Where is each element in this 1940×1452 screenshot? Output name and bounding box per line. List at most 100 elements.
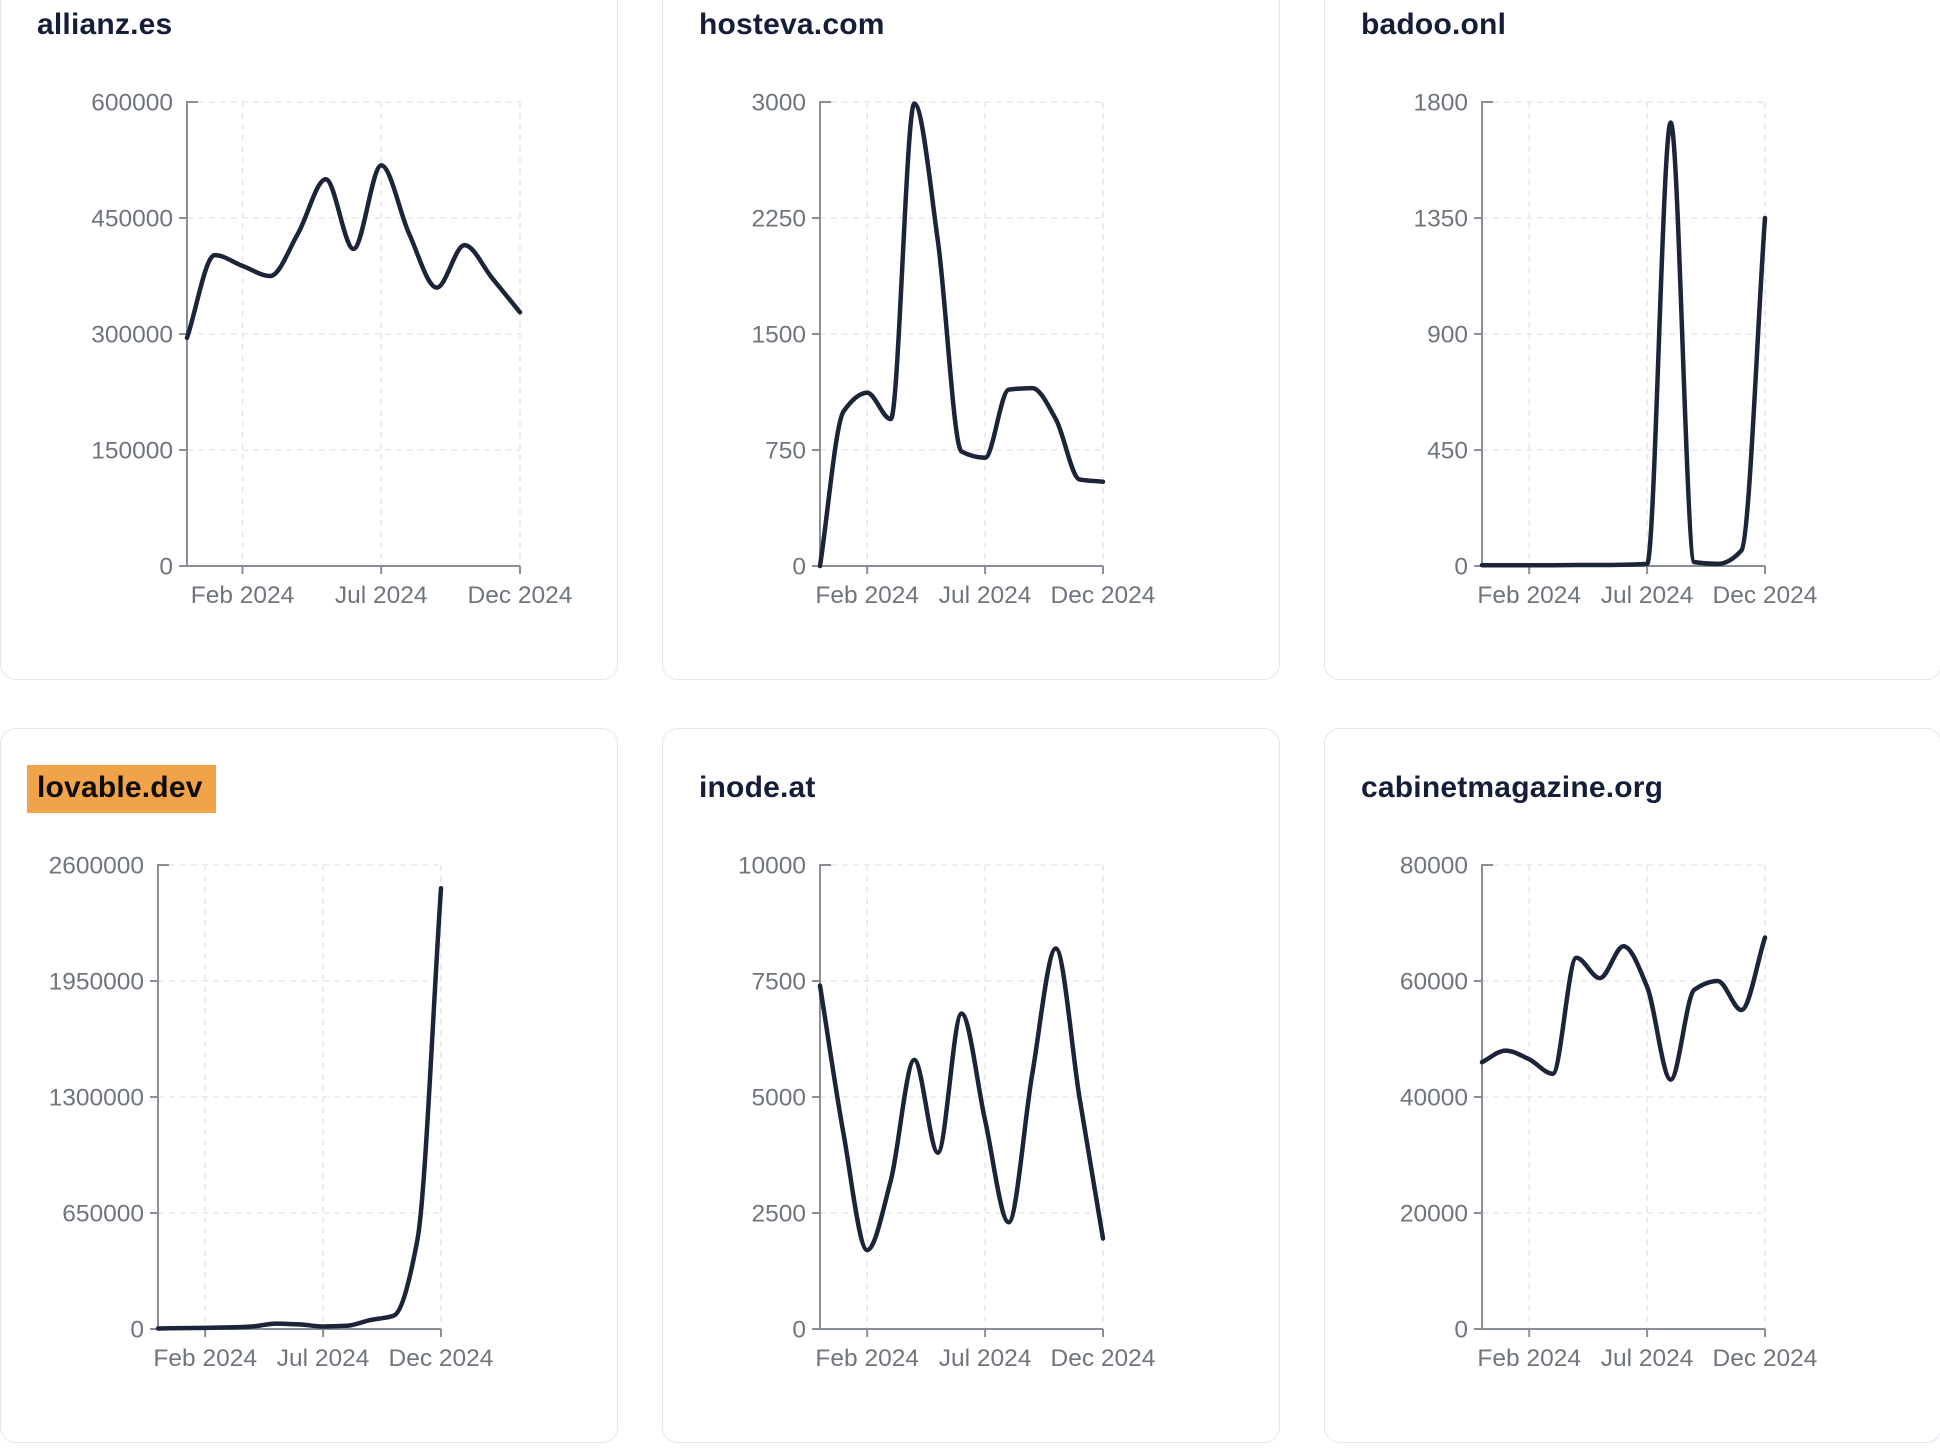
- svg-text:20000: 20000: [1400, 1201, 1468, 1228]
- domain-title: inode.at: [699, 771, 816, 805]
- svg-text:5000: 5000: [751, 1085, 806, 1112]
- svg-text:650000: 650000: [62, 1201, 144, 1228]
- y-axis-labels: 0 20000 40000 60000 80000: [1400, 853, 1468, 1344]
- svg-text:2250: 2250: [751, 206, 806, 233]
- svg-text:Jul 2024: Jul 2024: [277, 1345, 370, 1372]
- svg-text:900: 900: [1427, 322, 1468, 349]
- traffic-series-line: [155, 885, 444, 1331]
- svg-text:Jul 2024: Jul 2024: [1601, 582, 1694, 609]
- svg-text:300000: 300000: [91, 322, 173, 349]
- svg-text:Feb 2024: Feb 2024: [815, 582, 919, 609]
- traffic-series-line: [817, 946, 1106, 1253]
- traffic-line-chart: 0 650000 1300000 1950000 2600000 Feb 2024 Jul …: [49, 853, 494, 1373]
- x-axis-labels: Feb 2024 Jul 2024 Dec 2024: [1477, 582, 1817, 609]
- y-axis-labels: 0 650000 1300000 1950000 2600000: [49, 853, 144, 1344]
- gridlines: [820, 101, 1104, 566]
- domain-name: lovable.dev: [27, 765, 216, 813]
- domain-name: hosteva.com: [699, 8, 885, 41]
- gridlines: [1482, 864, 1766, 1329]
- svg-text:Jul 2024: Jul 2024: [335, 582, 428, 609]
- svg-text:1800: 1800: [1413, 90, 1468, 117]
- svg-text:2600000: 2600000: [49, 853, 144, 880]
- svg-text:0: 0: [1454, 1317, 1468, 1344]
- y-axis-labels: 0 750 1500 2250 3000: [751, 90, 806, 581]
- svg-text:Dec 2024: Dec 2024: [1713, 1345, 1818, 1372]
- domain-card[interactable]: badoo.onl 0 450 900 1350 1800 Feb 2024 Jul 202…: [1324, 0, 1940, 680]
- svg-text:150000: 150000: [91, 438, 173, 465]
- y-axis-labels: 0 450 900 1350 1800: [1413, 90, 1468, 581]
- svg-text:Jul 2024: Jul 2024: [939, 582, 1032, 609]
- traffic-series-line: [817, 101, 1106, 569]
- svg-text:0: 0: [130, 1317, 144, 1344]
- domain-name: cabinetmagazine.org: [1361, 771, 1664, 804]
- domain-title: cabinetmagazine.org: [1361, 771, 1663, 805]
- svg-text:Jul 2024: Jul 2024: [1601, 1345, 1694, 1372]
- traffic-line-chart: 0 20000 40000 60000 80000 Feb 2024 Jul 2024 Dec…: [1400, 853, 1818, 1373]
- domain-title: lovable.dev: [27, 765, 216, 813]
- svg-text:0: 0: [792, 554, 806, 581]
- domain-card[interactable]: hosteva.com 0 750 1500 2250 3000 Feb 2024 Jul …: [662, 0, 1280, 680]
- svg-text:Feb 2024: Feb 2024: [1477, 582, 1581, 609]
- axes: [179, 101, 521, 574]
- svg-text:7500: 7500: [751, 969, 806, 996]
- axes: [1474, 101, 1766, 574]
- domain-name: badoo.onl: [1361, 8, 1507, 41]
- svg-text:80000: 80000: [1400, 853, 1468, 880]
- domain-title: badoo.onl: [1361, 8, 1506, 42]
- svg-text:450000: 450000: [91, 206, 173, 233]
- svg-text:Feb 2024: Feb 2024: [153, 1345, 257, 1372]
- x-axis-labels: Feb 2024 Jul 2024 Dec 2024: [1477, 1345, 1817, 1372]
- svg-text:750: 750: [765, 438, 806, 465]
- svg-text:10000: 10000: [738, 853, 806, 880]
- svg-text:1950000: 1950000: [49, 969, 144, 996]
- domain-card[interactable]: inode.at 0 2500 5000 7500 10000 Feb 2024 Jul 2…: [662, 728, 1280, 1443]
- svg-text:Dec 2024: Dec 2024: [1713, 582, 1818, 609]
- traffic-line-chart: 0 150000 300000 450000 600000 Feb 2024 Jul 202…: [91, 90, 573, 610]
- traffic-series-line: [1479, 935, 1768, 1082]
- x-axis-labels: Feb 2024 Jul 2024 Dec 2024: [815, 1345, 1155, 1372]
- svg-text:Jul 2024: Jul 2024: [939, 1345, 1032, 1372]
- svg-text:Feb 2024: Feb 2024: [191, 582, 295, 609]
- gridlines: [187, 101, 521, 566]
- svg-text:1300000: 1300000: [49, 1085, 144, 1112]
- y-axis-labels: 0 150000 300000 450000 600000: [91, 90, 173, 581]
- svg-text:1350: 1350: [1413, 206, 1468, 233]
- domain-card[interactable]: lovable.dev 0 650000 1300000 1950000 2600000…: [0, 728, 618, 1443]
- x-axis-labels: Feb 2024 Jul 2024 Dec 2024: [815, 582, 1155, 609]
- gridlines: [820, 864, 1104, 1329]
- svg-text:40000: 40000: [1400, 1085, 1468, 1112]
- svg-text:0: 0: [792, 1317, 806, 1344]
- domain-title: hosteva.com: [699, 8, 885, 42]
- traffic-line-chart: 0 750 1500 2250 3000 Feb 2024 Jul 2024 Dec 2024: [751, 90, 1155, 610]
- x-axis-labels: Feb 2024 Jul 2024 Dec 2024: [191, 582, 573, 609]
- domain-card[interactable]: allianz.es 0 150000 300000 450000 600000 Feb …: [0, 0, 618, 680]
- domain-card[interactable]: cabinetmagazine.org 0 20000 40000 60000 8000…: [1324, 728, 1940, 1443]
- traffic-line-chart: 0 450 900 1350 1800 Feb 2024 Jul 2024 Dec 2024: [1413, 90, 1817, 610]
- gridlines: [158, 864, 442, 1329]
- svg-text:1500: 1500: [751, 322, 806, 349]
- traffic-series-line: [1479, 120, 1768, 568]
- svg-text:Feb 2024: Feb 2024: [1477, 1345, 1581, 1372]
- svg-text:450: 450: [1427, 438, 1468, 465]
- axes: [812, 101, 1104, 574]
- svg-text:0: 0: [1454, 554, 1468, 581]
- svg-text:600000: 600000: [91, 90, 173, 117]
- svg-text:Dec 2024: Dec 2024: [1051, 582, 1156, 609]
- svg-text:Feb 2024: Feb 2024: [815, 1345, 919, 1372]
- y-axis-labels: 0 2500 5000 7500 10000: [738, 853, 806, 1344]
- svg-text:Dec 2024: Dec 2024: [1051, 1345, 1156, 1372]
- domain-title: allianz.es: [37, 8, 172, 42]
- traffic-line-chart: 0 2500 5000 7500 10000 Feb 2024 Jul 2024 Dec 20…: [738, 853, 1156, 1373]
- x-axis-labels: Feb 2024 Jul 2024 Dec 2024: [153, 1345, 493, 1372]
- svg-text:0: 0: [159, 554, 173, 581]
- svg-text:Dec 2024: Dec 2024: [389, 1345, 494, 1372]
- svg-text:3000: 3000: [751, 90, 806, 117]
- axes: [1474, 864, 1766, 1337]
- svg-text:Dec 2024: Dec 2024: [468, 582, 573, 609]
- axes: [150, 864, 442, 1337]
- svg-text:2500: 2500: [751, 1201, 806, 1228]
- svg-text:60000: 60000: [1400, 969, 1468, 996]
- domain-name: inode.at: [699, 771, 816, 804]
